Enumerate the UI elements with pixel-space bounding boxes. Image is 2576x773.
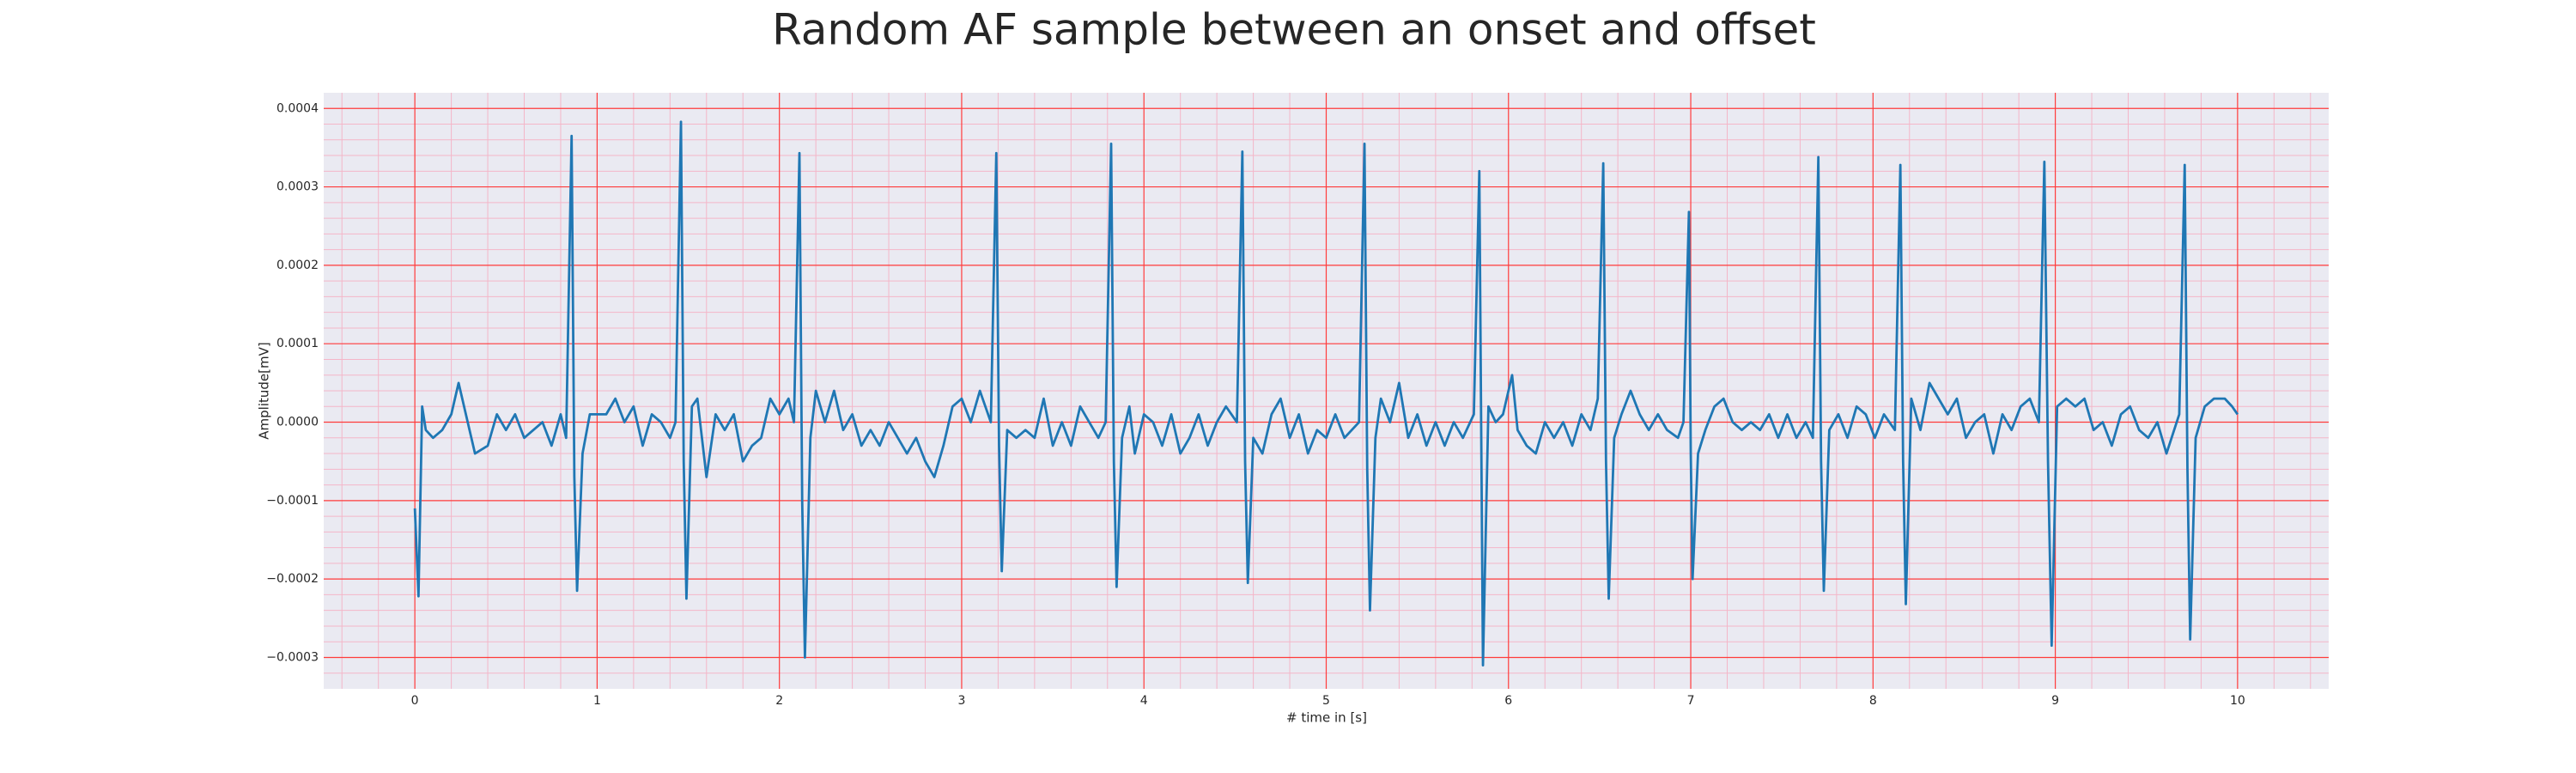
x-tick-label: 1 (593, 694, 601, 708)
signal-line (413, 120, 2239, 667)
x-tick-label: 7 (1687, 694, 1695, 708)
y-tick-label: −0.0001 (266, 494, 319, 508)
x-tick-label: 2 (775, 694, 783, 708)
x-axis-label: # time in [s] (1286, 710, 1367, 726)
y-tick-label: 0.0004 (276, 101, 319, 115)
y-axis-label: Amplitude[mV] (257, 342, 272, 439)
y-tick-label: 0.0000 (276, 416, 319, 429)
x-tick-label: 9 (2051, 694, 2059, 708)
y-tick-label: −0.0003 (266, 650, 319, 664)
x-tick-label: 6 (1504, 694, 1512, 708)
y-tick-label: −0.0002 (266, 572, 319, 586)
x-tick-label: 4 (1140, 694, 1148, 708)
y-tick-label: 0.0001 (276, 337, 319, 350)
x-tick-label: 0 (411, 694, 419, 708)
y-tick-label: 0.0002 (276, 259, 319, 272)
chart-title: Random AF sample between an onset and of… (772, 5, 1816, 55)
x-tick-label: 5 (1322, 694, 1330, 708)
y-tick-label: 0.0003 (276, 180, 319, 194)
x-tick-label: 8 (1869, 694, 1877, 708)
x-tick-label: 10 (2230, 694, 2245, 708)
x-tick-label: 3 (957, 694, 965, 708)
